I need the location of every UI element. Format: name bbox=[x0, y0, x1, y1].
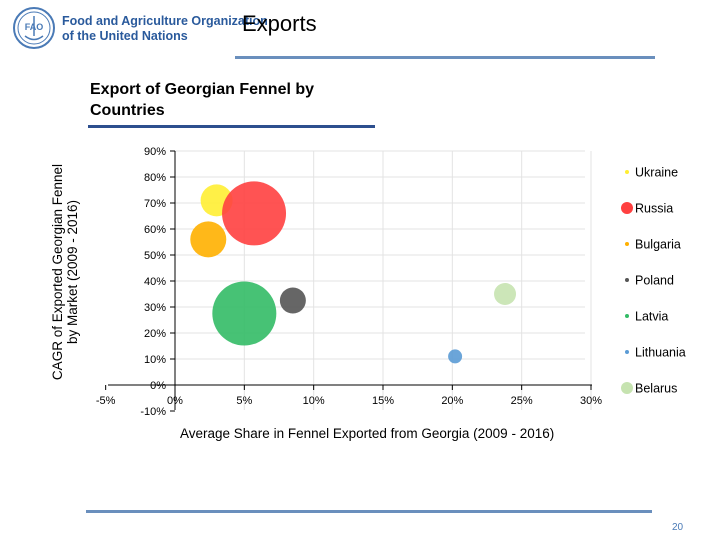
axes: -10%0%10%20%30%40%50%60%70%80%90%-5% 0% 5%… bbox=[96, 146, 602, 418]
fao-emblem-icon: FAO bbox=[13, 7, 55, 49]
bubble-bulgaria bbox=[190, 221, 227, 258]
x-tick-label-7: 30% bbox=[580, 395, 602, 407]
page-number: 20 bbox=[672, 522, 684, 533]
legend: Ukraine Russia Bulgaria Poland Latvia Lithuan… bbox=[621, 166, 686, 396]
legend-label-lithuania: Lithuania bbox=[635, 346, 686, 360]
y-tick-label-1: 0% bbox=[150, 380, 166, 392]
bubble-lithuania bbox=[448, 349, 463, 364]
legend-label-belarus: Belarus bbox=[635, 382, 677, 396]
legend-marker-belarus bbox=[621, 382, 633, 394]
legend-marker-poland bbox=[625, 278, 629, 282]
legend-marker-ukraine bbox=[625, 170, 629, 174]
footer-rule bbox=[86, 510, 652, 513]
bubble-russia bbox=[222, 181, 287, 246]
fao-logo: FAO bbox=[12, 6, 56, 50]
organization-name: Food and Agriculture Organization of the… bbox=[62, 14, 268, 44]
legend-marker-latvia bbox=[625, 314, 629, 318]
legend-label-bulgaria: Bulgaria bbox=[635, 238, 681, 252]
y-tick-label-2: 10% bbox=[144, 354, 166, 366]
legend-marker-russia bbox=[621, 202, 633, 214]
x-axis-title: Average Share in Fennel Exported from Ge… bbox=[180, 426, 554, 441]
bubbles bbox=[190, 181, 517, 364]
x-tick-label-4: 15% bbox=[372, 395, 394, 407]
org-line-1: Food and Agriculture Organization bbox=[62, 14, 268, 28]
x-tick-label-6: 25% bbox=[511, 395, 533, 407]
y-tick-label-8: 70% bbox=[144, 198, 166, 210]
y-tick-label-5: 40% bbox=[144, 276, 166, 288]
y-tick-label-9: 80% bbox=[144, 172, 166, 184]
legend-marker-bulgaria bbox=[625, 242, 629, 246]
y-tick-label-4: 30% bbox=[144, 302, 166, 314]
header-rule bbox=[235, 56, 655, 59]
y-axis-title-line-2: by Market (2009 - 2016) bbox=[65, 200, 80, 344]
legend-label-latvia: Latvia bbox=[635, 310, 668, 324]
y-tick-label-10: 90% bbox=[144, 146, 166, 158]
bubble-belarus bbox=[494, 283, 517, 305]
x-tick-label-3: 10% bbox=[303, 395, 325, 407]
header-title: Exports bbox=[242, 11, 317, 36]
legend-label-poland: Poland bbox=[635, 274, 674, 288]
bubble-latvia bbox=[212, 281, 277, 346]
y-tick-label-0: -10% bbox=[140, 406, 166, 418]
x-tick-label-2: 5% bbox=[236, 395, 252, 407]
chart-title-line-1: Export of Georgian Fennel by bbox=[90, 81, 315, 98]
x-tick-label-1: 0% bbox=[167, 395, 183, 407]
org-line-2: of the United Nations bbox=[62, 29, 188, 43]
chart-title: Export of Georgian Fennel by Countries bbox=[90, 79, 314, 121]
y-tick-label-3: 20% bbox=[144, 328, 166, 340]
y-tick-label-7: 60% bbox=[144, 224, 166, 236]
x-tick-label-5: 20% bbox=[441, 395, 463, 407]
chart-title-line-2: Countries bbox=[90, 102, 165, 119]
logo-text: FAO bbox=[25, 22, 44, 32]
legend-label-russia: Russia bbox=[635, 202, 673, 216]
y-axis-title-line-1: CAGR of Exported Georgian Fennel bbox=[50, 164, 65, 380]
bubble-poland bbox=[279, 287, 306, 314]
x-tick-label-0: -5% bbox=[96, 395, 116, 407]
legend-label-ukraine: Ukraine bbox=[635, 166, 678, 180]
y-tick-label-6: 50% bbox=[144, 250, 166, 262]
legend-marker-lithuania bbox=[625, 350, 629, 354]
title-rule bbox=[88, 125, 375, 128]
